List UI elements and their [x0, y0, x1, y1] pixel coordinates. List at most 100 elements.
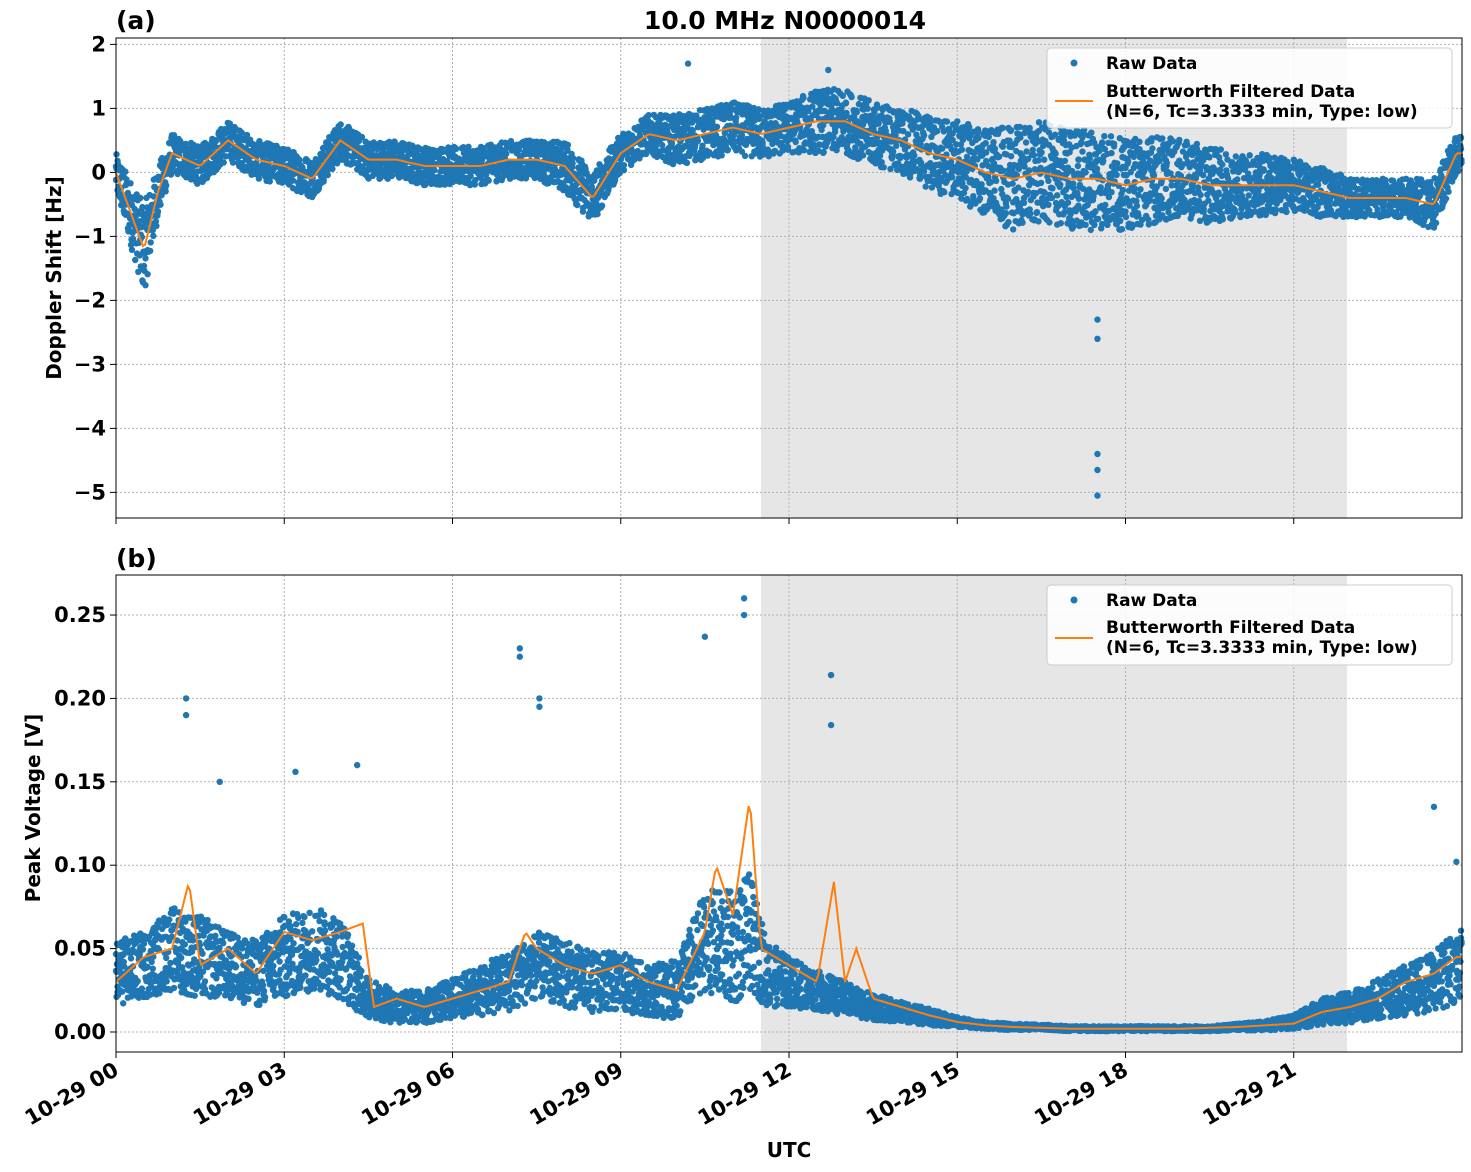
raw-data-point: [713, 123, 721, 130]
raw-data-point: [320, 178, 327, 185]
raw-data-point: [1054, 192, 1061, 199]
raw-data-point: [452, 145, 460, 152]
raw-data-point: [1035, 157, 1042, 164]
raw-data-point: [263, 166, 270, 173]
raw-data-point: [157, 201, 164, 208]
raw-data-point: [1149, 145, 1156, 152]
raw-data-point: [187, 176, 195, 183]
raw-data-point: [893, 142, 900, 149]
raw-data-point: [1101, 133, 1108, 140]
raw-data-point: [800, 94, 807, 102]
raw-data-point: [999, 124, 1006, 132]
raw-data-point: [324, 171, 331, 179]
raw-data-point: [1086, 155, 1094, 162]
raw-data-point: [865, 97, 872, 104]
raw-data-point: [792, 138, 799, 146]
raw-data-point: [1163, 159, 1171, 167]
raw-data-point: [135, 268, 142, 275]
raw-data-point: [1200, 171, 1207, 179]
raw-data-point: [1022, 139, 1030, 146]
raw-data-point: [1002, 210, 1010, 217]
raw-data-point: [922, 183, 929, 190]
raw-data-point: [142, 282, 149, 289]
raw-data-point: [1005, 218, 1012, 226]
raw-data-point: [943, 118, 951, 125]
raw-data-point: [889, 148, 897, 155]
raw-data-point: [388, 172, 396, 180]
raw-data-point: [962, 184, 969, 192]
raw-data-point: [569, 155, 577, 162]
raw-data-point: [1136, 138, 1143, 145]
raw-data-point: [162, 188, 169, 195]
raw-data-point: [140, 262, 148, 270]
raw-data-point: [1246, 152, 1253, 159]
raw-data-point: [1117, 217, 1124, 224]
raw-data-point: [182, 140, 190, 148]
raw-data-point: [139, 203, 146, 211]
raw-data-point: [642, 150, 650, 158]
raw-data-point: [1019, 219, 1026, 226]
raw-data-point: [1183, 141, 1191, 149]
panel-a-label: (a): [116, 6, 156, 35]
raw-data-point: [564, 141, 572, 149]
raw-data-point: [1206, 154, 1213, 161]
raw-data-point: [1118, 226, 1126, 233]
raw-data-point: [329, 165, 336, 172]
raw-data-point: [958, 146, 966, 153]
raw-data-point: [724, 146, 732, 154]
raw-data-point: [1093, 165, 1101, 172]
raw-data-point: [859, 152, 867, 159]
raw-data-point: [699, 142, 706, 149]
raw-data-point: [1037, 179, 1045, 187]
raw-data-point: [718, 152, 725, 159]
raw-data-point: [1374, 206, 1381, 213]
raw-data-point: [1119, 186, 1127, 194]
raw-data-point: [1064, 199, 1072, 206]
raw-data-point: [1217, 146, 1225, 153]
raw-data-point: [1007, 153, 1015, 160]
raw-data-point: [1237, 187, 1245, 194]
panel-a-doppler: (a) Doppler Shift [Hz] 210−1−2−3−4−5 Raw…: [42, 6, 1465, 524]
raw-data-point: [620, 162, 628, 169]
raw-data-point: [127, 180, 134, 187]
raw-data-point: [1169, 138, 1177, 145]
raw-data-point: [1091, 221, 1098, 229]
raw-data-point: [886, 118, 894, 126]
raw-data-point: [741, 152, 749, 159]
raw-data-point: [238, 129, 245, 136]
raw-data-point: [1137, 186, 1144, 193]
raw-data-point: [1133, 202, 1141, 209]
raw-data-point: [1026, 167, 1033, 174]
raw-data-point: [1150, 172, 1158, 179]
raw-data-point: [296, 156, 303, 163]
raw-data-point: [1033, 209, 1041, 216]
raw-data-point: [975, 134, 982, 142]
raw-data-point: [1219, 216, 1227, 223]
raw-data-point: [1004, 195, 1012, 202]
raw-data-point: [1158, 195, 1165, 202]
raw-data-point: [853, 109, 860, 116]
raw-data-point: [991, 187, 998, 194]
raw-data-point: [127, 241, 135, 249]
raw-data-point: [1122, 208, 1129, 215]
raw-data-point: [1041, 156, 1048, 163]
raw-data-point: [1262, 211, 1270, 219]
raw-data-point: [253, 159, 260, 167]
raw-data-point: [1122, 213, 1130, 221]
raw-data-point: [1035, 218, 1042, 225]
raw-data-point: [1162, 185, 1170, 193]
raw-data-point: [1108, 149, 1115, 157]
raw-data-point: [1131, 185, 1139, 192]
raw-data-point: [848, 93, 855, 101]
raw-data-point: [966, 124, 973, 131]
raw-data-point: [1314, 181, 1322, 188]
raw-data-point: [147, 239, 154, 246]
raw-data-point: [1232, 153, 1240, 160]
raw-data-point: [1027, 210, 1034, 217]
raw-data-point: [153, 222, 160, 230]
raw-data-point: [1070, 223, 1077, 230]
raw-data-point: [574, 201, 581, 209]
raw-data-point: [485, 177, 492, 184]
raw-data-point: [132, 256, 139, 264]
raw-data-point: [147, 247, 154, 255]
